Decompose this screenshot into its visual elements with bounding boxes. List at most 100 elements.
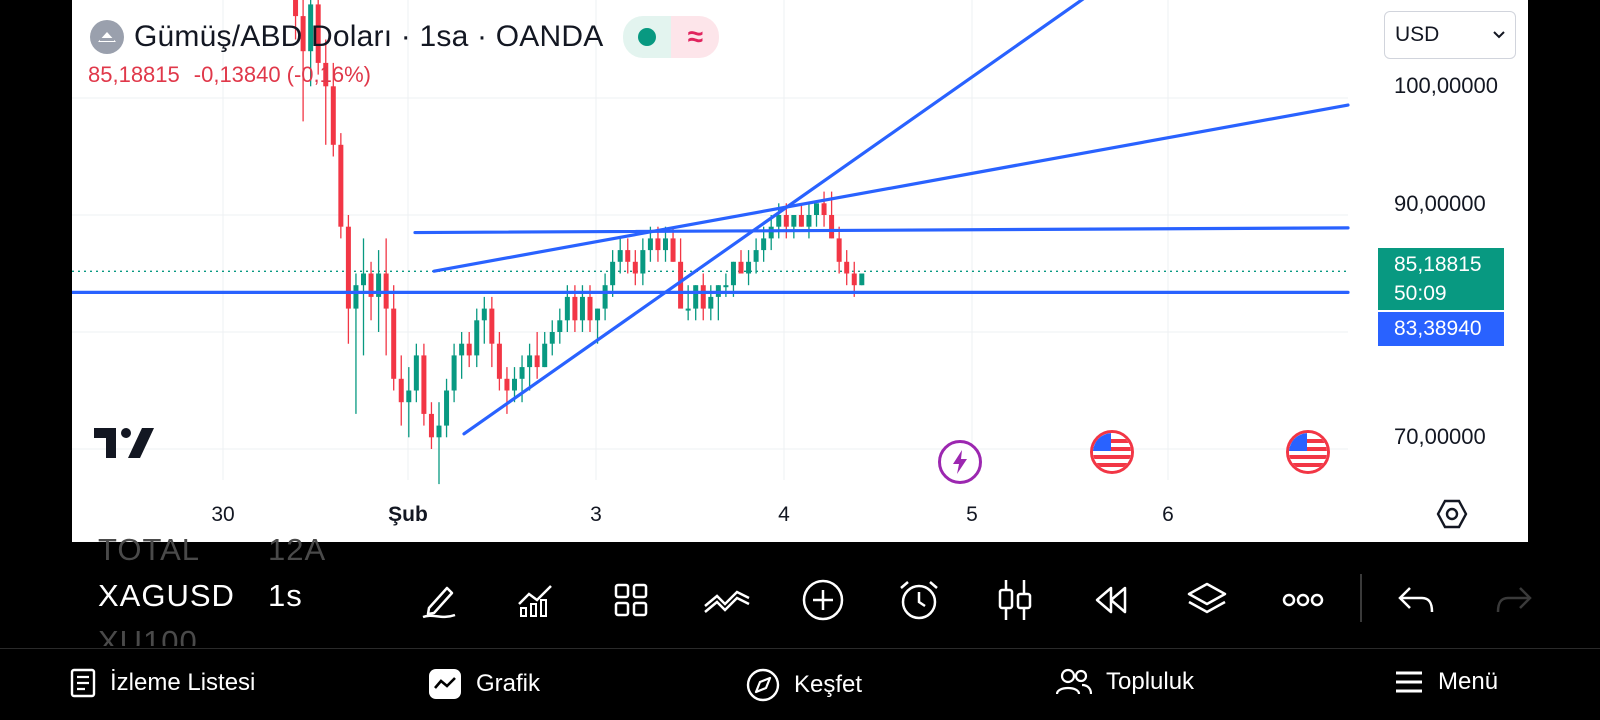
time-axis-label: 3 bbox=[590, 503, 602, 526]
candle-body bbox=[647, 238, 653, 251]
candle-body bbox=[496, 343, 502, 379]
candle-body bbox=[730, 261, 736, 286]
currency-value: USD bbox=[1395, 23, 1440, 46]
candle-body bbox=[534, 355, 540, 368]
candle-body bbox=[368, 273, 374, 297]
layout-icon[interactable] bbox=[607, 576, 655, 624]
candle-body bbox=[398, 378, 404, 403]
price-axis-label: 90,00000 bbox=[1394, 191, 1486, 216]
watchlist-row[interactable]: TOTAL 12A bbox=[98, 532, 325, 568]
candle-body bbox=[527, 355, 533, 368]
us-flag-event-icon[interactable] bbox=[1286, 430, 1330, 474]
candle-body bbox=[844, 261, 850, 274]
settings-icon[interactable] bbox=[1436, 498, 1468, 530]
watchlist-symbol: XAGUSD bbox=[98, 578, 235, 613]
chart-panel[interactable]: Gümüş/ABD Doları · 1sa · OANDA ≈ 85,1881… bbox=[72, 0, 1528, 542]
currency-select[interactable]: USD bbox=[1384, 11, 1516, 59]
candle-body bbox=[602, 285, 608, 309]
tradingview-logo-icon[interactable] bbox=[94, 428, 154, 458]
watchlist-symbol: TOTAL bbox=[98, 532, 201, 567]
time-axis-label: 6 bbox=[1162, 503, 1174, 526]
candle-body bbox=[640, 250, 646, 274]
replay-icon[interactable] bbox=[1087, 576, 1135, 624]
candle-series bbox=[293, 0, 865, 485]
redo-icon[interactable] bbox=[1490, 576, 1538, 624]
trend-drawing-line bbox=[462, 0, 1085, 436]
current-price-value: 85,18815 bbox=[1394, 253, 1482, 276]
data-delay-icon: ≈ bbox=[671, 16, 720, 58]
layers-icon[interactable] bbox=[1183, 576, 1231, 624]
last-price: 85,18815 bbox=[88, 62, 180, 87]
candle-body bbox=[768, 226, 774, 239]
candle-body bbox=[829, 215, 835, 239]
toolbar-divider bbox=[1360, 574, 1362, 622]
price-chart[interactable] bbox=[72, 0, 1528, 542]
candle-body bbox=[345, 226, 351, 309]
candle-body bbox=[451, 355, 457, 391]
chevron-down-icon bbox=[1493, 31, 1505, 39]
candle-body bbox=[655, 238, 661, 251]
candle-body bbox=[315, 4, 321, 63]
candle-body bbox=[444, 390, 450, 426]
community-icon bbox=[1056, 668, 1092, 695]
chart-nav-icon bbox=[429, 669, 461, 699]
candle-body bbox=[421, 355, 427, 414]
candle-type-icon[interactable] bbox=[991, 576, 1039, 624]
more-icon[interactable] bbox=[1279, 576, 1327, 624]
nav-menu[interactable]: Menü bbox=[1394, 668, 1498, 696]
candle-body bbox=[459, 343, 465, 356]
pencil-icon[interactable] bbox=[415, 576, 463, 624]
watchlist-interval: 1s bbox=[268, 578, 303, 613]
quote-line: 85,18815 -0,13840 (-0,16%) bbox=[88, 62, 371, 88]
compass-icon bbox=[746, 668, 780, 702]
candle-body bbox=[791, 215, 797, 227]
candle-body bbox=[361, 273, 366, 286]
candle-body bbox=[572, 296, 578, 321]
candle-body bbox=[678, 261, 684, 309]
candle-body bbox=[413, 355, 419, 391]
lightning-event-icon[interactable] bbox=[938, 440, 982, 484]
time-axis-label: Şub bbox=[388, 503, 428, 526]
candle-body bbox=[564, 296, 570, 321]
chart-grid bbox=[72, 0, 1348, 480]
time-axis-label: 30 bbox=[211, 503, 235, 526]
add-plus-icon[interactable] bbox=[799, 576, 847, 624]
compare-icon[interactable] bbox=[703, 576, 751, 624]
symbol-header[interactable]: Gümüş/ABD Doları · 1sa · OANDA ≈ bbox=[90, 16, 720, 58]
watchlist-row[interactable]: XAGUSD 1s bbox=[98, 578, 302, 614]
price-axis-label: 70,00000 bbox=[1394, 424, 1486, 449]
nav-explore[interactable]: Keşfet bbox=[746, 668, 862, 702]
candle-body bbox=[557, 320, 563, 332]
watchlist-row[interactable]: XU100 4s bbox=[98, 624, 198, 646]
price-change-pct: (-0,16%) bbox=[286, 62, 371, 87]
candle-body bbox=[489, 308, 495, 344]
candle-body bbox=[814, 203, 819, 215]
candle-body bbox=[663, 238, 668, 251]
watchlist-interval: 12A bbox=[268, 532, 327, 567]
nav-label: Topluluk bbox=[1106, 668, 1195, 695]
candle-body bbox=[685, 308, 691, 311]
candle-body bbox=[308, 4, 314, 52]
candle-body bbox=[293, 0, 299, 17]
nav-chart[interactable]: Grafik bbox=[428, 668, 540, 700]
candle-body bbox=[338, 144, 344, 227]
nav-label: Keşfet bbox=[794, 671, 863, 698]
candle-body bbox=[376, 273, 382, 297]
us-flag-event-icon[interactable] bbox=[1090, 430, 1134, 474]
candle-body bbox=[330, 86, 336, 145]
candle-body bbox=[859, 273, 865, 286]
watchlist-icon bbox=[70, 668, 96, 698]
candle-body bbox=[783, 215, 789, 227]
nav-community[interactable]: Topluluk bbox=[1056, 668, 1194, 696]
candle-body bbox=[851, 273, 857, 286]
indicators-icon[interactable] bbox=[511, 576, 559, 624]
alarm-clock-icon[interactable] bbox=[895, 576, 943, 624]
undo-icon[interactable] bbox=[1392, 576, 1440, 624]
nav-watchlist[interactable]: İzleme Listesi bbox=[70, 668, 255, 698]
market-status-pill[interactable]: ≈ bbox=[623, 16, 720, 58]
nav-label: Grafik bbox=[476, 670, 541, 697]
symbol-title[interactable]: Gümüş/ABD Doları · 1sa · OANDA bbox=[134, 20, 604, 53]
candle-body bbox=[723, 285, 729, 288]
candle-body bbox=[474, 320, 480, 356]
candle-body bbox=[323, 62, 329, 87]
